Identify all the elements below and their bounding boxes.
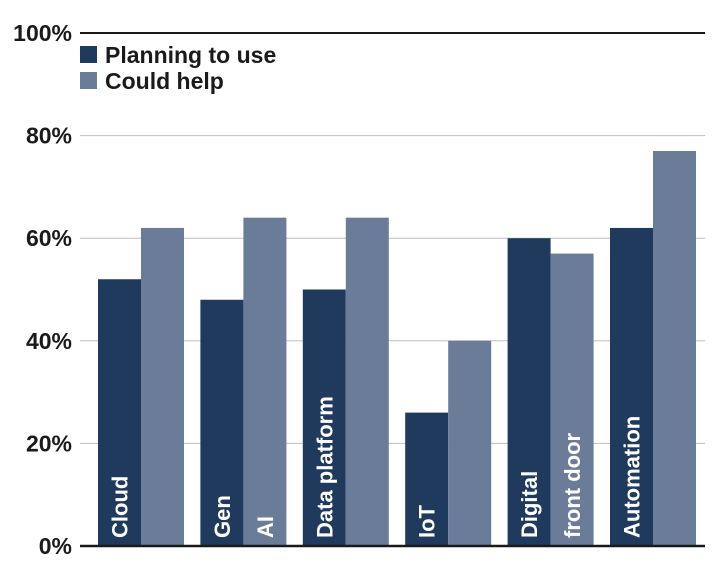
category-label: Cloud [108, 476, 133, 538]
bar-could-help [345, 217, 389, 546]
y-axis-tick-labels: 0% 20% 40% 60% 80% 100% [13, 20, 72, 559]
category-label: Gen [210, 495, 235, 538]
legend-swatch [80, 72, 97, 89]
bar-could-help [141, 227, 184, 546]
bar-planning-to-use [405, 412, 449, 546]
bar-could-help [243, 217, 287, 546]
gridlines [80, 32, 705, 444]
legend-swatch [80, 46, 97, 63]
bar-planning-to-use [200, 299, 244, 546]
bar-planning-to-use [98, 279, 141, 546]
category-label: front door [560, 432, 585, 538]
bar-planning-to-use [507, 238, 551, 546]
category-label: Data platform [312, 396, 337, 538]
bar-planning-to-use [610, 227, 653, 546]
category-label: IoT [415, 504, 440, 538]
category-labels: Cloud Gen AI Data platform IoT Digital front d… [108, 396, 645, 538]
bar-could-help [448, 340, 492, 546]
bar-planning-to-use [302, 289, 346, 546]
y-tick-label: 0% [39, 533, 72, 559]
bars [98, 150, 696, 547]
y-tick-label: 60% [26, 225, 72, 251]
legend-entry: Could help [105, 68, 224, 94]
bar-could-help [653, 150, 696, 547]
category-label: Digital [517, 471, 542, 538]
category-label: AI [253, 516, 278, 538]
category-label: Automation [620, 416, 645, 538]
legend-entry: Planning to use [105, 42, 276, 68]
y-tick-label: 40% [26, 328, 72, 354]
y-tick-label: 80% [26, 123, 72, 149]
y-tick-label: 100% [13, 20, 72, 46]
bar-could-help [550, 253, 594, 546]
y-tick-label: 20% [26, 430, 72, 456]
